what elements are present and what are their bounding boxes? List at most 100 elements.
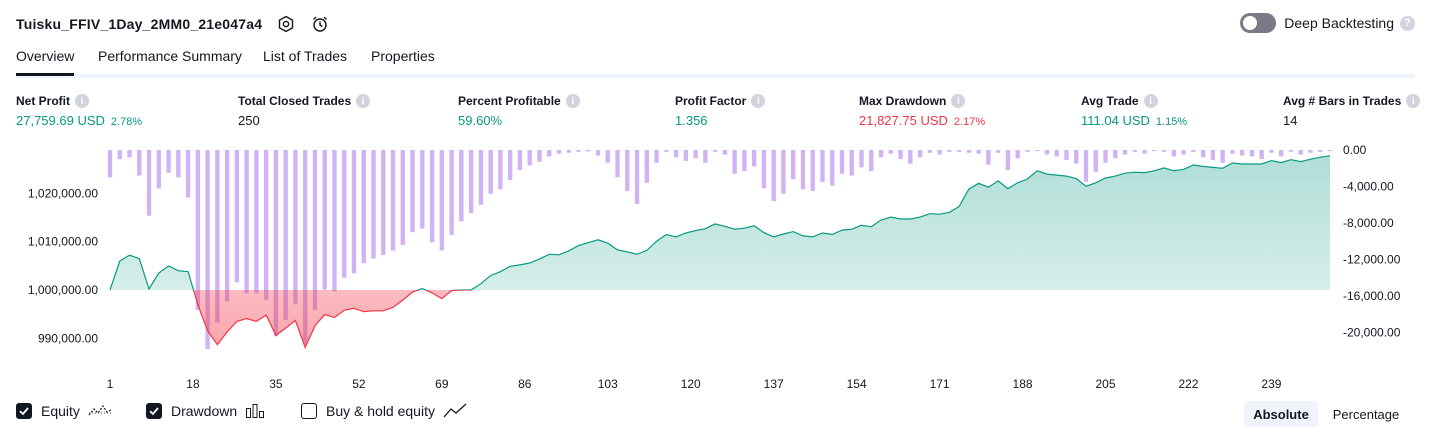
equity-label: Equity: [41, 403, 80, 419]
legend-equity[interactable]: Equity: [16, 403, 112, 419]
metric-value: 111.04 USD: [1081, 113, 1150, 128]
drawdown-bar: [986, 150, 991, 165]
metric-value: 21,827.75 USD: [859, 113, 948, 128]
tab-properties[interactable]: Properties: [371, 48, 435, 64]
equity-area-above-initial: [110, 155, 1330, 290]
info-icon[interactable]: i: [75, 94, 89, 108]
tab-performance-summary[interactable]: Performance Summary: [98, 48, 242, 64]
drawdown-bar: [712, 150, 718, 152]
equity-checkbox[interactable]: [16, 403, 32, 419]
right-axis: 0.00 -4,000.00 -8,000.00 -12,000.00 -16,000.…: [1343, 143, 1401, 340]
drawdown-bar: [605, 150, 610, 163]
drawdown-bar: [488, 150, 493, 194]
drawdown-bar: [351, 150, 357, 274]
drawdown-bar: [1308, 150, 1313, 153]
x-axis-tick: 69: [435, 377, 449, 391]
drawdown-bar: [683, 150, 689, 161]
metric-value: 14: [1283, 113, 1298, 128]
x-axis-tick: 154: [847, 377, 867, 391]
left-axis-tick: 1,000,000.00: [28, 283, 98, 297]
drawdown-bar: [263, 150, 269, 300]
info-icon[interactable]: i: [951, 94, 966, 108]
drawdown-bar: [1093, 150, 1098, 172]
metric-percent: 1.15%: [1155, 116, 1188, 128]
drawdown-bar: [771, 150, 776, 202]
drawdown-bar: [1181, 150, 1186, 155]
metric-value: 27,759.69 USD: [16, 113, 105, 128]
alarm-clock-icon[interactable]: [310, 14, 330, 34]
metric-label: Percent Profitable: [458, 94, 561, 108]
info-icon[interactable]: i: [1406, 94, 1421, 108]
drawdown-bar: [595, 150, 601, 156]
x-axis-tick: 222: [1178, 377, 1198, 391]
drawdown-bar: [556, 150, 562, 154]
drawdown-bar: [312, 150, 318, 310]
drawdown-bar: [1122, 150, 1128, 155]
drawdown-bar: [1239, 150, 1245, 156]
drawdown-bar: [498, 150, 503, 190]
drawdown-bar: [1200, 150, 1206, 158]
drawdown-bar: [781, 150, 786, 194]
metric-max-drawdown: Max Drawdown i 21,827.75 USD 2.17%: [859, 94, 985, 128]
drawdown-bar: [791, 150, 796, 180]
deep-backtesting-toggle[interactable]: [1240, 13, 1277, 33]
drawdown-bar: [995, 150, 1001, 153]
right-axis-tick: -12,000.00: [1343, 253, 1401, 267]
drawdown-bar: [820, 150, 825, 182]
legend-drawdown[interactable]: Drawdown: [146, 403, 265, 419]
drawdown-bar: [1025, 150, 1030, 152]
drawdown-bar: [693, 150, 698, 159]
metric-value: 250: [238, 113, 260, 128]
drawdown-bar: [1327, 150, 1333, 151]
drawdown-bar: [468, 150, 474, 213]
drawdown-checkbox[interactable]: [146, 403, 162, 419]
tab-list-of-trades[interactable]: List of Trades: [263, 48, 348, 64]
drawdown-bar: [527, 150, 532, 166]
info-icon[interactable]: i: [565, 94, 580, 108]
help-icon[interactable]: ?: [1400, 15, 1415, 31]
drawdown-bar: [576, 150, 581, 152]
drawdown-bar: [1269, 150, 1274, 153]
drawdown-bar: [722, 150, 728, 155]
metric-total-closed-trades: Total Closed Trades i 250: [238, 94, 371, 128]
metric-label: Profit Factor: [675, 94, 747, 108]
x-axis-tick: 239: [1261, 377, 1281, 391]
drawdown-bar: [205, 150, 210, 350]
drawdown-bar: [566, 150, 571, 153]
drawdown-bar: [1044, 150, 1050, 155]
metric-avg-trade: Avg Trade i 111.04 USD 1.15%: [1081, 94, 1187, 128]
drawdown-bar: [1113, 150, 1118, 159]
drawdown-bar: [371, 150, 376, 259]
metric-value: 59.60%: [458, 113, 503, 128]
strategy-title: Tuisku_FFIV_1Day_2MM0_21e047a4: [16, 16, 263, 32]
metric-percent: 2.78%: [110, 116, 143, 128]
absolute-button[interactable]: Absolute: [1244, 401, 1318, 427]
drawdown-bar: [1220, 150, 1225, 163]
x-axis-tick: 103: [598, 377, 618, 391]
legend-buy-hold[interactable]: Buy & hold equity: [301, 403, 467, 419]
right-axis-tick: -8,000.00: [1343, 216, 1394, 230]
left-axis-tick: 990,000.00: [38, 331, 98, 345]
x-axis-tick: 171: [930, 377, 950, 391]
drawdown-bar: [976, 150, 981, 154]
drawdown-bar: [732, 150, 737, 174]
metric-percent-profitable: Percent Profitable i 59.60%: [458, 94, 580, 128]
drawdown-bar: [332, 150, 337, 292]
drawdown-bar: [1288, 150, 1294, 152]
drawdown-bar: [878, 150, 884, 158]
settings-gear-icon[interactable]: [276, 14, 296, 34]
drawdown-bar: [244, 150, 249, 294]
equity-drawdown-chart[interactable]: 1,020,000.00 1,010,000.00 1,000,000.00 990,…: [0, 138, 1431, 400]
x-axis-tick: 1: [107, 377, 114, 391]
buy-hold-checkbox[interactable]: [301, 403, 317, 419]
tab-overview[interactable]: Overview: [16, 48, 75, 76]
drawdown-bar: [703, 150, 708, 163]
drawdown-bar: [908, 150, 913, 164]
left-axis-tick: 1,010,000.00: [28, 235, 98, 249]
info-icon[interactable]: i: [751, 94, 766, 108]
drawdown-bar: [956, 150, 962, 152]
percentage-button[interactable]: Percentage: [1332, 406, 1400, 422]
info-icon[interactable]: i: [356, 94, 371, 108]
info-icon[interactable]: i: [1143, 94, 1158, 108]
drawdown-bar: [1161, 150, 1167, 152]
